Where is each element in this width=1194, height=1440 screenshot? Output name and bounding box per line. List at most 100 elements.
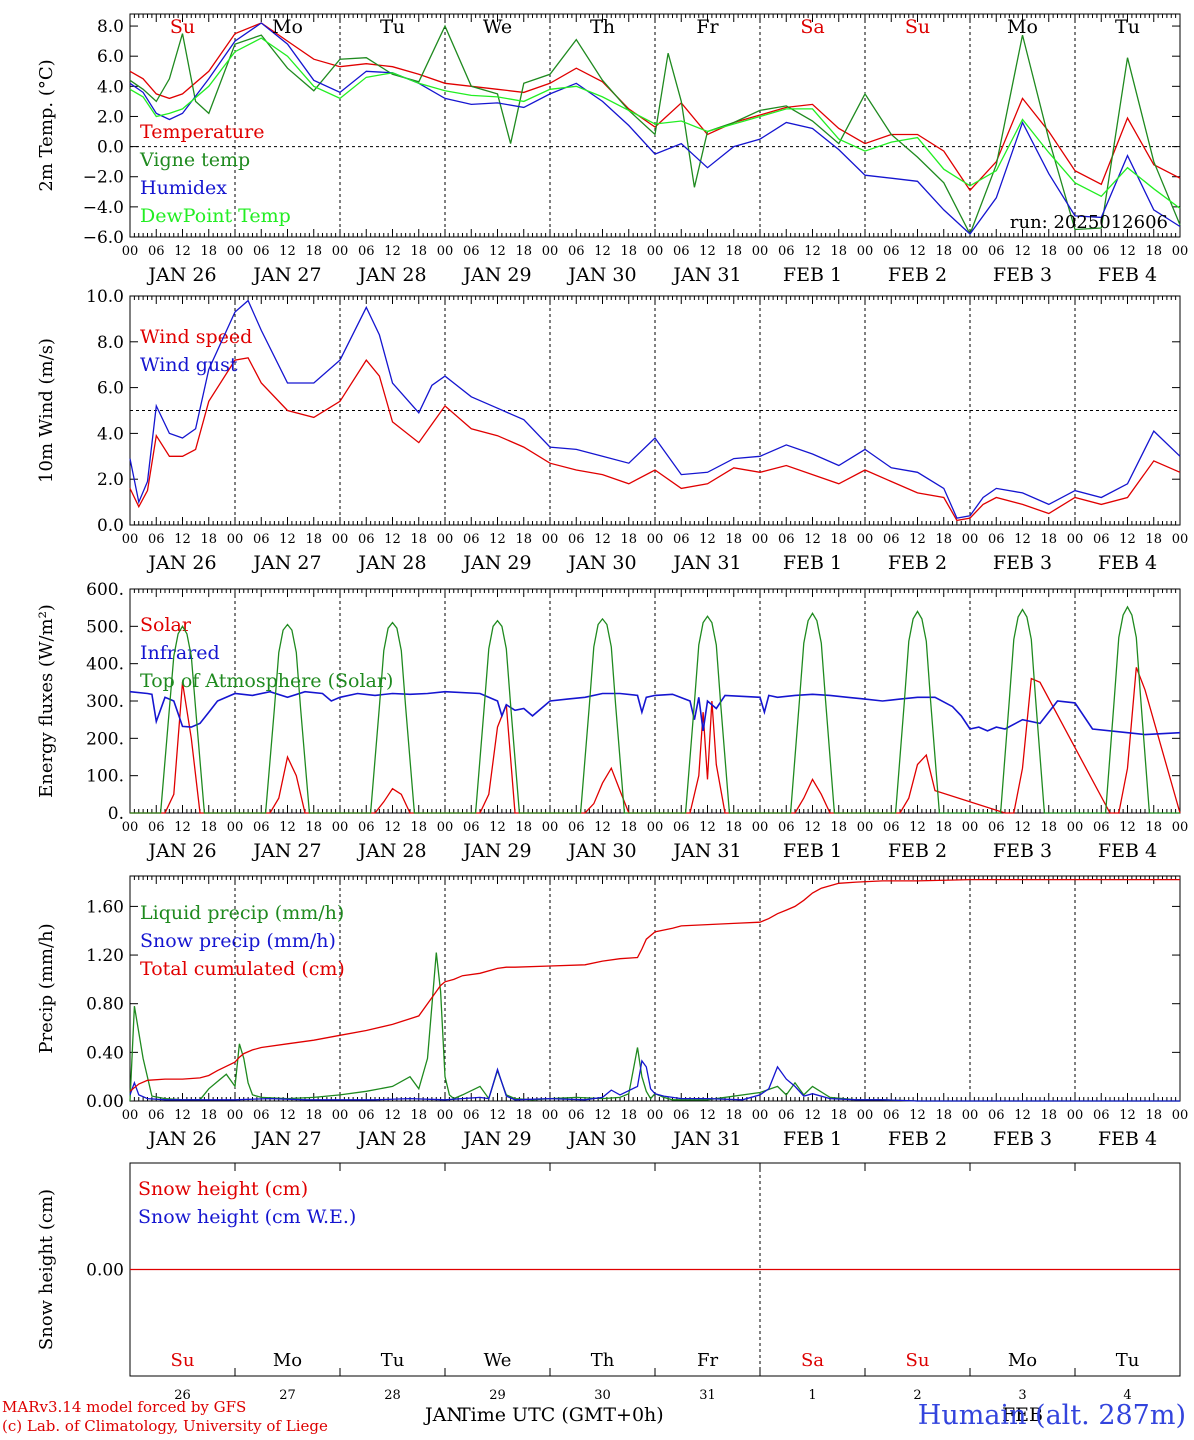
x-hour-label: 18 <box>515 820 532 835</box>
weekday-label: Su <box>906 1350 930 1371</box>
x-hour-label: 12 <box>489 1108 506 1123</box>
legend-entry: Snow height (cm W.E.) <box>138 1206 356 1228</box>
x-hour-label: 00 <box>752 820 769 835</box>
x-date-label: JAN 31 <box>671 840 741 862</box>
series-line <box>129 299 1181 519</box>
x-hour-label: 12 <box>279 820 296 835</box>
x-hour-label: 06 <box>568 532 585 547</box>
legend-entry: Snow precip (mm/h) <box>140 930 336 952</box>
x-date-label: FEB 3 <box>993 264 1052 286</box>
weekday-label: Fr <box>697 1350 718 1371</box>
x-hour-label: 18 <box>620 820 637 835</box>
x-hour-label: 06 <box>568 1108 585 1123</box>
x-date-label: FEB 4 <box>1098 840 1157 862</box>
x-date-label: FEB 4 <box>1098 552 1157 574</box>
y-tick-label: 0.00 <box>86 1092 124 1112</box>
x-date-label: JAN 27 <box>251 1128 321 1150</box>
x-date-label: JAN 30 <box>566 840 636 862</box>
weekday-label: Tu <box>381 1350 405 1371</box>
x-hour-label: 18 <box>305 1108 322 1123</box>
x-hour-label: 12 <box>1119 244 1136 259</box>
x-hour-label: 06 <box>988 244 1005 259</box>
x-hour-label: 12 <box>1014 244 1031 259</box>
y-tick-label: −4.0 <box>83 198 124 218</box>
x-hour-label: 00 <box>1172 244 1189 259</box>
panel-5: 0.00 Snow height (cm) Snow height (cm) Snow… <box>36 1162 1181 1377</box>
x-hour-label: 06 <box>253 532 270 547</box>
x-hour-label: 06 <box>673 532 690 547</box>
x-date-label: JAN 31 <box>671 1128 741 1150</box>
x-hour-label: 12 <box>804 1108 821 1123</box>
series-line <box>129 37 1181 209</box>
x-hour-label: 06 <box>883 820 900 835</box>
x-date-label: FEB 3 <box>993 840 1052 862</box>
weekday-label: Su <box>170 16 195 38</box>
y-tick-label: 8.0 <box>97 17 124 37</box>
x-hour-label: 00 <box>227 244 244 259</box>
x-hour-label: 12 <box>594 244 611 259</box>
y-tick-label: 4.0 <box>97 77 124 97</box>
x-hour-label: 18 <box>830 244 847 259</box>
y-tick-label: 0.40 <box>86 1043 124 1063</box>
x-hour-label: 06 <box>148 244 165 259</box>
x-hour-label: 06 <box>253 244 270 259</box>
x-hour-label: 12 <box>489 820 506 835</box>
x-hour-label: 12 <box>384 1108 401 1123</box>
x-hour-label: 00 <box>962 244 979 259</box>
x-hour-label: 00 <box>1067 1108 1084 1123</box>
x-hour-label: 00 <box>437 1108 454 1123</box>
x-hour-label: 00 <box>542 1108 559 1123</box>
x-date-label: JAN 29 <box>461 840 531 862</box>
panel-3: 600. 500. 400. 300. 200. 100. 0. Energy fluxes … <box>36 580 1188 862</box>
x-hour-label: 12 <box>384 532 401 547</box>
x-hour-label: 00 <box>542 820 559 835</box>
x-hour-label: 06 <box>1093 532 1110 547</box>
credits-line-1: MARv3.14 model forced by GFS <box>2 1398 247 1416</box>
x-hour-label: 18 <box>1145 532 1162 547</box>
x-hour-label: 00 <box>122 1108 139 1123</box>
x-hour-label: 18 <box>725 532 742 547</box>
station-name: Humain (alt. 287m) <box>917 1400 1186 1431</box>
x-date-label: FEB 3 <box>993 1128 1052 1150</box>
x-hour-label: 00 <box>1172 532 1189 547</box>
x-hour-label: 18 <box>830 820 847 835</box>
x-hour-label: 06 <box>883 1108 900 1123</box>
x-hour-label: 06 <box>463 820 480 835</box>
panel-1: 8.0 6.0 4.0 2.0 0.0 −2.0 −4.0 −6.0 2m Temp. (°C)… <box>36 13 1189 286</box>
x-hour-label: 06 <box>883 532 900 547</box>
x-hour-label: 00 <box>437 532 454 547</box>
x-hour-label: 00 <box>752 532 769 547</box>
x-hour-label: 00 <box>647 1108 664 1123</box>
x-hour-label: 18 <box>935 532 952 547</box>
x-hour-label: 12 <box>1014 532 1031 547</box>
x-hour-label: 06 <box>883 244 900 259</box>
x-hour-label: 18 <box>200 1108 217 1123</box>
x-date-label: FEB 2 <box>888 1128 947 1150</box>
run-label: run: 2025012606 <box>1010 212 1168 233</box>
x-date-label: JAN 30 <box>566 264 636 286</box>
x-hour-label: 18 <box>200 244 217 259</box>
x-hour-label: 12 <box>699 244 716 259</box>
x-date-label: FEB 3 <box>993 552 1052 574</box>
x-hour-label: 18 <box>620 244 637 259</box>
x-date-label: FEB 1 <box>783 840 842 862</box>
y-tick-label: 0. <box>108 804 124 824</box>
x-hour-label: 00 <box>857 820 874 835</box>
day-number-label: 27 <box>279 1388 296 1403</box>
x-hour-label: 18 <box>410 532 427 547</box>
x-date-label: FEB 2 <box>888 264 947 286</box>
weekday-label: Th <box>590 16 615 38</box>
x-hour-label: 18 <box>830 1108 847 1123</box>
y-tick-label: −6.0 <box>83 228 124 248</box>
x-date-label: FEB 2 <box>888 840 947 862</box>
time-axis-label: Time UTC (GMT+0h) <box>458 1404 664 1426</box>
x-hour-label: 18 <box>1040 820 1057 835</box>
x-hour-label: 18 <box>1040 1108 1057 1123</box>
x-hour-label: 18 <box>200 532 217 547</box>
x-hour-label: 12 <box>699 1108 716 1123</box>
weekday-label: Mo <box>1008 1350 1037 1371</box>
x-hour-label: 12 <box>594 532 611 547</box>
y-tick-label: 0.0 <box>97 138 124 158</box>
y-tick-label: 200. <box>86 729 124 749</box>
